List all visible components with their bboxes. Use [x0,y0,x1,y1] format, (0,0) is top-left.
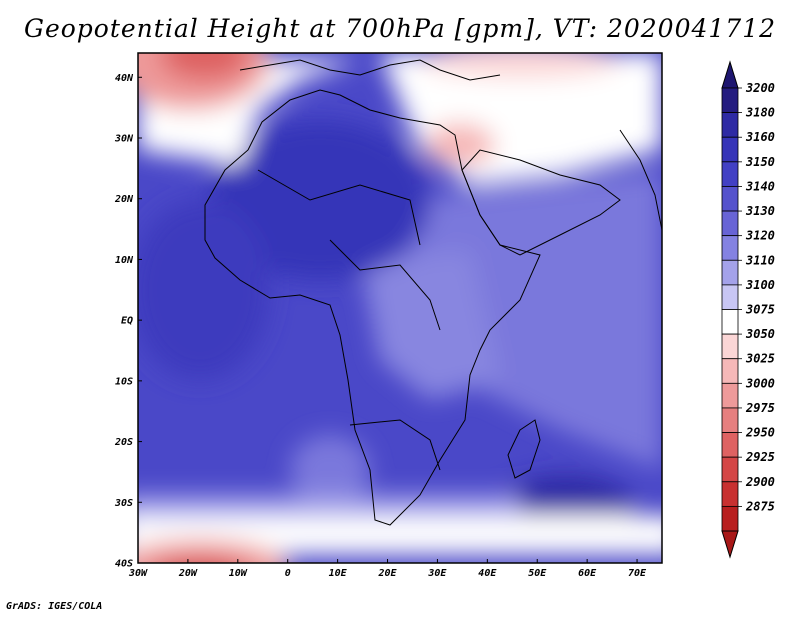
field-so-low-outer [138,540,288,563]
field-na-low-inner [160,53,250,80]
legend-label: 3110 [745,253,775,267]
border-central [329,239,441,331]
legend-swatch [721,481,739,507]
lat-tick-label: 10N [115,255,134,266]
lon-tick-label: 70E [628,568,647,579]
legend-top-arrow [721,60,739,89]
lat-tick-label: 40N [115,73,134,84]
legend-swatch [721,333,739,360]
legend-label: 2925 [745,450,775,464]
legend-swatch [721,456,739,483]
coastlines [204,59,662,526]
lon-tick-label: 40E [478,568,497,579]
legend-swatch [721,259,739,286]
europe-coastline [239,59,501,81]
legend-label: 3150 [745,155,775,169]
legend-swatch [721,432,739,458]
field-south-lightblue [138,495,520,517]
lat-tick-label: 20S [114,437,133,448]
lat-tick-label: 40S [115,559,133,570]
legend-swatch [721,235,739,261]
lon-tick-label: 0 [285,568,291,579]
legend-swatch [721,161,739,187]
field-se-atlantic-patch [290,435,370,505]
lat-tick-label: 30S [114,498,133,509]
legend-label: 3100 [745,278,775,292]
lon-tick-label: 20W [178,568,198,579]
lon-tick-label: 30E [427,568,447,579]
colorbar-legend: 3200 3180 3160 3150 3140 3130 3120 3110 3100 3075… [721,60,775,559]
legend-swatch [721,358,739,384]
lon-tick-label: 10E [329,568,348,579]
legend-swatch [721,284,739,310]
legend-label: 3140 [745,179,775,193]
lon-tick-label: 60E [578,568,597,579]
legend-swatch [721,136,739,163]
map-title: Geopotential Height at 700hPa [gpm], VT:… [23,14,777,43]
legend-bottom-arrow [721,530,739,559]
field-east-band [400,170,662,470]
legend-label: 3160 [745,130,775,144]
plot-frame [137,52,663,564]
lat-tick-label: 10S [115,376,133,387]
legend-swatch [721,210,739,237]
border-sahel [257,169,421,246]
grads-credit: GrADS: IGES/COLA [6,601,103,612]
legend-label: 2975 [745,401,775,415]
legend-swatch [721,407,739,433]
field-west-atlantic [138,200,270,380]
lat-tick-label: 30N [114,134,134,145]
madagascar-coastline [507,419,541,479]
lat-axis: 40N 30N 20N 10N EQ 10S 20S 30S 40S [114,73,142,570]
legend-label: 2900 [745,475,775,489]
height-field [138,53,662,563]
legend-label: 2875 [745,499,775,513]
africa-coastline [204,89,541,526]
legend-label: 3120 [745,229,775,243]
legend-swatch [721,112,739,138]
legend-swatch [721,186,739,212]
lon-tick-label: 30W [128,568,148,579]
legend-swatch [721,505,739,532]
legend-swatch [721,382,739,409]
lat-tick-label: 20N [114,194,134,205]
lon-tick-label: 10W [229,568,248,579]
lon-tick-label: 20E [377,568,397,579]
legend-swatch [721,309,739,335]
legend-label: 3200 [745,81,775,95]
lat-tick-label: EQ [121,316,133,327]
legend-label: 2950 [745,426,775,440]
field-so-low-inner [166,559,234,563]
legend-label: 3050 [745,327,775,341]
arabia-coastline [461,149,621,256]
legend-label: 3180 [745,106,775,120]
lon-axis: 30W 20W 10W 0 10E 20E 30E 40E 50E 60E 70E [128,559,647,579]
legend-label: 3075 [745,303,775,317]
field-sahara-high [210,120,430,280]
field-arabia-pink [420,53,620,78]
legend-swatch [721,87,739,114]
legend-label: 3000 [745,376,775,390]
legend-label: 3130 [745,204,775,218]
india-coastline [619,129,662,231]
lon-tick-label: 50E [528,568,547,579]
field-central-plateau [360,250,500,400]
legend-label: 3025 [745,352,775,366]
border-south [349,419,441,471]
field-emed-pink [425,123,495,167]
